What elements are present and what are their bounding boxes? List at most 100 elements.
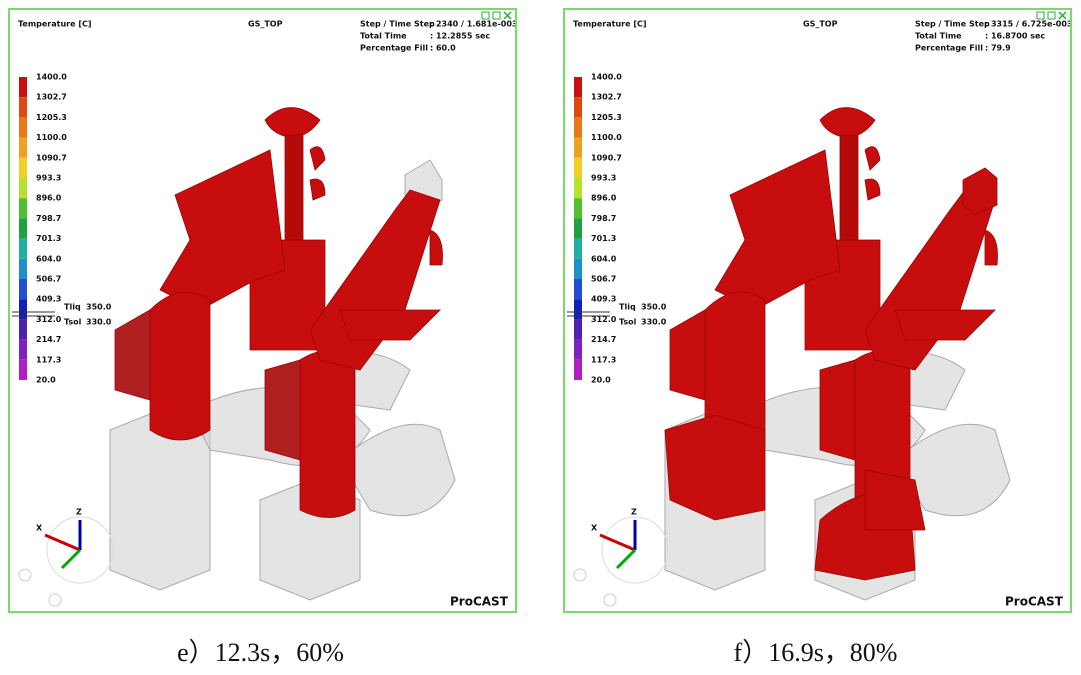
marker-label: Tliq [64, 303, 81, 312]
nav-icon [18, 568, 32, 582]
colorbar-segment [19, 258, 27, 279]
colorbar-segment [574, 77, 582, 98]
scale-label: 1090.7 [36, 153, 67, 162]
info-label: Step / Time Step [360, 20, 435, 29]
info-value: : 16.8700 sec [985, 32, 1045, 41]
colorbar-segment [19, 279, 27, 300]
triad-x [599, 533, 636, 552]
scale-label: 1100.0 [36, 133, 67, 142]
scale-label: 1205.3 [591, 113, 622, 122]
colorbar-segment [574, 218, 582, 239]
triad-ring [601, 516, 669, 584]
casting-part [819, 359, 856, 461]
scale-label: 1400.0 [36, 73, 67, 82]
icon-close [503, 11, 512, 20]
model-name: GS_TOP [248, 20, 283, 29]
casting-part [864, 178, 881, 201]
nav-icon [48, 593, 62, 607]
casting-part [429, 229, 443, 266]
nav-icon [573, 568, 587, 582]
marker-value: 350.0 [86, 303, 112, 312]
scale-label: 993.3 [36, 174, 61, 183]
scale-label: 20.0 [36, 376, 56, 385]
casting-part [114, 309, 151, 401]
info-label: Step / Time Step [915, 20, 990, 29]
info-value: : 79.9 [985, 44, 1011, 53]
colorbar-segment [19, 137, 27, 158]
colorbar-segment [19, 117, 27, 138]
colorbar-segment [19, 157, 27, 178]
info-label: Percentage Fill [915, 44, 983, 53]
triad-y [615, 548, 637, 570]
scale-label: 409.3 [36, 295, 61, 304]
colorbar-segment [574, 157, 582, 178]
colorbar-segment [574, 279, 582, 300]
icon-min [1036, 11, 1045, 20]
casting-part [299, 350, 356, 518]
casting-part [714, 149, 841, 311]
field-title: Temperature [C] [18, 20, 92, 29]
colorbar-segment [19, 319, 27, 340]
colorbar-segment [19, 299, 27, 320]
colorbar-segment [19, 339, 27, 360]
panel: Temperature [C] GS_TOP Step / Time Step: 2… [8, 8, 517, 613]
casting-part [864, 189, 996, 371]
colorbar-segment [19, 238, 27, 259]
colorbar-segment [19, 77, 27, 98]
colorbar-segment [19, 97, 27, 118]
marker-label: Tsol [64, 318, 82, 327]
axis-label: Z [76, 508, 82, 517]
casting-part [309, 189, 441, 371]
casting-part [669, 309, 706, 401]
triad-x [44, 533, 81, 552]
casting-part [819, 107, 876, 139]
scale-label: 214.7 [36, 335, 61, 344]
casting-part [149, 291, 211, 441]
colorbar-segment [574, 97, 582, 118]
field-title: Temperature [C] [573, 20, 647, 29]
scale-label: 798.7 [36, 214, 61, 223]
casting-part [309, 178, 326, 201]
casting-part [339, 309, 441, 341]
mould-part [339, 423, 456, 517]
caption: e）12.3s，60% [177, 638, 344, 667]
casting-part [864, 469, 926, 531]
icon-max [492, 11, 501, 20]
colorbar-segment [19, 198, 27, 219]
model-name: GS_TOP [803, 20, 838, 29]
icon-max [1047, 11, 1056, 20]
colorbar-segment [574, 299, 582, 320]
icon-min [481, 11, 490, 20]
icon-close [1058, 11, 1067, 20]
triad-y [60, 548, 82, 570]
info-value: : 60.0 [430, 44, 456, 53]
info-label: Total Time [360, 32, 407, 41]
brand: ProCAST [1005, 595, 1064, 609]
scale-label: 312.0 [36, 315, 62, 324]
marker-value: 350.0 [641, 303, 667, 312]
scale-label: 214.7 [591, 335, 616, 344]
scale-label: 604.0 [36, 254, 62, 263]
scale-label: 117.3 [36, 355, 61, 364]
info-value: : 2340 / 1.681e-003 [430, 20, 515, 29]
casting-part [664, 414, 766, 521]
axis-label: X [591, 524, 598, 533]
scale-label: 506.7 [591, 275, 616, 284]
mould-part [894, 423, 1011, 517]
colorbar-segment [574, 137, 582, 158]
marker-label: Tliq [619, 303, 636, 312]
scale-label: 993.3 [591, 174, 616, 183]
brand: ProCAST [450, 595, 509, 609]
axis-label: X [36, 524, 43, 533]
scale-label: 798.7 [591, 214, 616, 223]
scale-label: 20.0 [591, 376, 611, 385]
axis-label: Z [631, 508, 637, 517]
casting-part [984, 229, 998, 266]
scale-label: 896.0 [591, 194, 617, 203]
casting-part [264, 107, 321, 139]
colorbar-segment [574, 178, 582, 199]
scale-label: 701.3 [591, 234, 616, 243]
scale-label: 1302.7 [36, 93, 67, 102]
marker-value: 330.0 [641, 318, 667, 327]
